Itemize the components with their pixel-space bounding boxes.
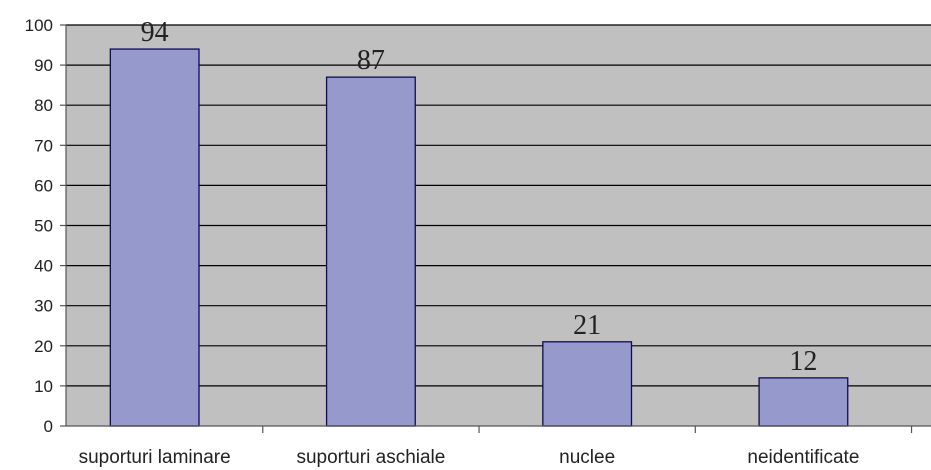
- y-tick-label-10: 10: [34, 377, 53, 396]
- y-tick-label-0: 0: [44, 417, 53, 436]
- y-tick-label-80: 80: [34, 96, 53, 115]
- y-tick-label-90: 90: [34, 56, 53, 75]
- y-tick-label-100: 100: [25, 16, 53, 35]
- category-label-suporturi-aschiale: suporturi aschiale: [296, 447, 445, 468]
- y-tick-label-20: 20: [34, 337, 53, 356]
- data-label-suporturi-aschiale: 87: [357, 45, 385, 76]
- data-labels: 94 87 21 12: [141, 17, 818, 377]
- y-axis-tick-labels: 0 10 20 30 40 50 60 70 80 90 100: [25, 16, 53, 436]
- y-tick-label-30: 30: [34, 297, 53, 316]
- x-axis-category-labels: suporturi laminare suporturi aschiale nucl…: [79, 447, 860, 468]
- y-tick-label-60: 60: [34, 176, 53, 195]
- y-tick-label-70: 70: [34, 136, 53, 155]
- category-label-neidentificate: neidentificate: [747, 447, 859, 468]
- gridlines: [66, 24, 931, 387]
- data-label-nuclee: 21: [573, 310, 601, 341]
- bar-suporturi-aschiale: [325, 76, 416, 427]
- y-tick-label-40: 40: [34, 257, 53, 276]
- data-label-suporturi-laminare: 94: [141, 17, 169, 48]
- axes: [60, 24, 931, 433]
- data-label-neidentificate: 12: [789, 346, 817, 377]
- category-label-nuclee: nuclee: [559, 447, 615, 468]
- bars: [109, 48, 849, 427]
- bar-suporturi-laminare: [109, 48, 200, 427]
- bar-neidentificate: [758, 377, 849, 427]
- y-tick-label-50: 50: [34, 217, 53, 236]
- bar-nuclee: [542, 341, 633, 427]
- category-label-suporturi-laminare: suporturi laminare: [79, 447, 231, 468]
